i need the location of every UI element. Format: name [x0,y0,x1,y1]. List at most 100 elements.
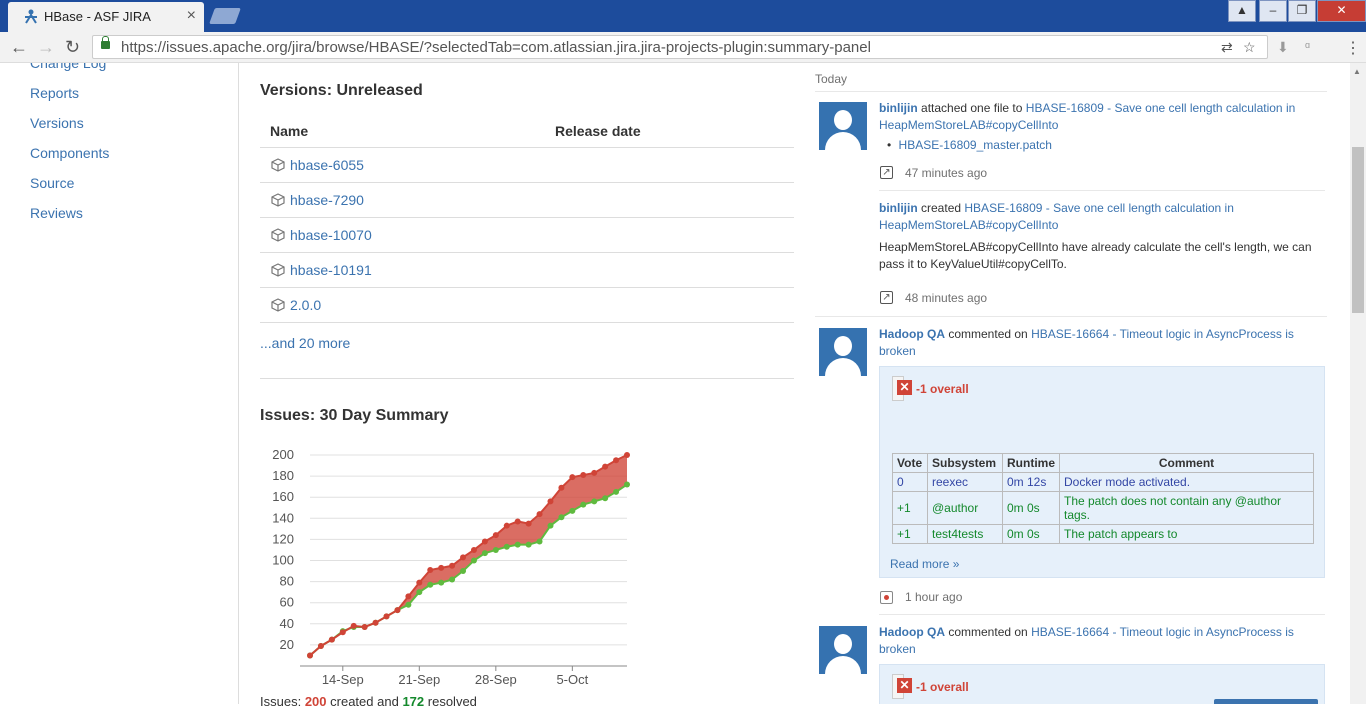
overall-vote-badge: ✕ -1 overall [892,376,969,401]
section-divider [260,378,794,379]
user-avatar[interactable] [819,328,867,376]
activity-user-link[interactable]: binlijin [879,201,918,215]
y-tick-label: 120 [272,531,294,546]
activity-link-icon[interactable]: ↗ [880,166,893,179]
activity-issue-link[interactable]: HBASE-16809 - Save one cell length calcu… [879,101,1296,132]
user-avatar[interactable] [819,102,867,150]
new-tab-button[interactable] [209,8,241,24]
table-header: Comment [1059,453,1314,473]
sidebar-item-versions[interactable]: Versions [30,115,84,131]
created-data-point [613,457,620,464]
resolved-data-point [602,495,609,502]
sidebar-item-components[interactable]: Components [30,145,110,161]
attachment-link[interactable]: HBASE-16809_master.patch [898,138,1052,152]
extension-icon[interactable]: ɑ [1305,40,1311,50]
resolved-data-point [536,538,543,545]
page-scrollbar[interactable]: ▲ [1350,63,1366,704]
sidebar-item-reports[interactable]: Reports [30,85,80,101]
resolved-count[interactable]: 172 [402,694,425,709]
version-link[interactable]: 2.0.0 [290,297,322,313]
bookmark-star-icon[interactable]: ☆ [1243,39,1256,55]
extension-download-icon[interactable]: ⬇ [1277,39,1289,55]
created-data-point [427,566,434,573]
versions-table-bottom-divider [260,322,794,323]
sidebar-item-change-log[interactable]: Change Log [30,63,107,71]
window-close-button[interactable]: ✕ [1317,0,1366,22]
x-tick-label: 28-Sep [475,672,517,687]
version-link[interactable]: hbase-10070 [290,227,372,243]
y-tick-label: 40 [280,616,294,631]
sidebar-item-reviews[interactable]: Reviews [30,205,83,221]
version-row: hbase-6055 [260,147,794,183]
table-cell: 0m 0s [1002,524,1060,544]
sidebar-item-source[interactable]: Source [30,175,75,191]
jira-favicon-icon [25,9,37,24]
scroll-up-arrow-icon[interactable]: ▲ [1353,67,1361,76]
reload-icon[interactable]: ↻ [65,37,81,57]
browser-menu-icon[interactable]: ⋮ [1345,40,1361,57]
resolved-series-line [309,483,628,657]
build-status-icon [880,591,893,604]
error-x-icon: ✕ [897,380,912,395]
created-count[interactable]: 200 [304,694,327,709]
y-tick-label: 180 [272,468,294,483]
y-tick-label: 160 [272,489,294,504]
activity-issue-link[interactable]: HBASE-16809 - Save one cell length calcu… [879,201,1234,232]
maximize-button[interactable]: ❐ [1288,0,1316,22]
project-sidebar: Change Log Reports Versions Components S… [0,63,239,704]
browser-title-bar: HBase - ASF JIRA × ▲ – ❐ ✕ [0,0,1366,32]
activity-action: commented on [948,327,1028,341]
version-row: hbase-10191 [260,252,794,288]
user-profile-button[interactable]: ▲ [1228,0,1256,22]
activity-issue-link[interactable]: HBASE-16664 - Timeout logic in AsyncProc… [879,625,1294,656]
read-more-link[interactable]: Read more » [890,557,960,571]
forward-arrow-icon[interactable]: → [37,37,55,57]
activity-user-link[interactable]: Hadoop QA [879,625,945,639]
activity-entry: binlijin attached one file to HBASE-1680… [879,100,1323,134]
activity-link-icon[interactable]: ↗ [880,291,893,304]
version-link[interactable]: hbase-6055 [290,157,364,173]
address-bar[interactable]: https://issues.apache.org/jira/browse/HB… [92,35,1268,59]
table-row: 0 reexec 0m 12s Docker mode activated. [892,472,1314,492]
scrollbar-thumb[interactable] [1352,147,1364,313]
version-package-icon [271,158,285,172]
summary-main-column: Versions: Unreleased Name Release date h… [260,63,794,709]
created-data-point [547,498,554,505]
results-tab-bar [1214,699,1318,704]
created-data-point [383,613,390,620]
activity-user-link[interactable]: Hadoop QA [879,327,945,341]
created-data-point [317,642,324,649]
close-tab-icon[interactable]: × [186,7,196,24]
created-data-point [481,538,488,545]
table-cell: @author [927,491,1003,525]
version-row: hbase-10070 [260,217,794,253]
activity-entry: Hadoop QA commented on HBASE-16664 - Tim… [879,326,1323,360]
resolved-data-point [416,589,423,596]
created-data-point [361,623,368,630]
table-cell: +1 [892,491,928,525]
y-tick-label: 200 [272,447,294,462]
translate-icon[interactable]: ⇄ [1221,39,1233,55]
resolved-data-point [514,541,521,548]
y-tick-label: 80 [280,574,294,589]
activity-issue-link[interactable]: HBASE-16664 - Timeout logic in AsyncProc… [879,327,1294,358]
created-data-point [580,472,587,479]
activity-time: 48 minutes ago [905,291,988,305]
more-versions-link[interactable]: ...and 20 more [260,335,351,351]
version-link[interactable]: hbase-10191 [290,262,372,278]
version-link[interactable]: hbase-7290 [290,192,364,208]
user-avatar[interactable] [819,626,867,674]
activity-stream: Today binlijin attached one file to HBAS… [815,63,1327,704]
browser-tab[interactable]: HBase - ASF JIRA × [8,2,204,32]
resolved-data-point [470,557,477,564]
activity-entry: Hadoop QA commented on HBASE-16664 - Tim… [879,624,1323,658]
table-cell: +1 [892,524,928,544]
minimize-button[interactable]: – [1259,0,1287,22]
url-text: https://issues.apache.org/jira/browse/HB… [121,39,871,56]
versions-col-release-date: Release date [555,123,641,139]
activity-user-link[interactable]: binlijin [879,101,918,115]
back-arrow-icon[interactable]: ← [10,37,28,57]
versions-heading: Versions: Unreleased [260,82,423,99]
created-data-point [339,629,346,636]
y-tick-label: 100 [272,553,294,568]
